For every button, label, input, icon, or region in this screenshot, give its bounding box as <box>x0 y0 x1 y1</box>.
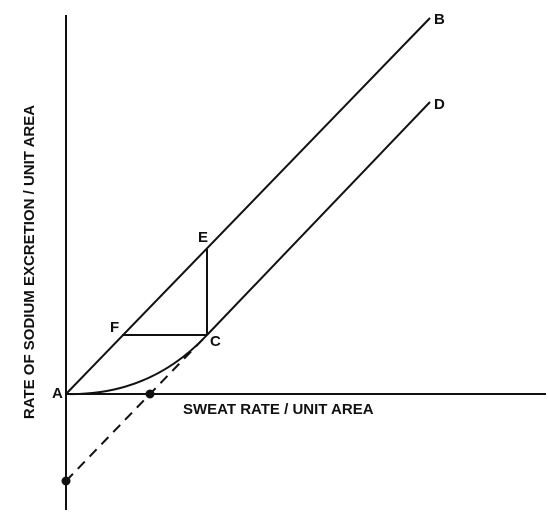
x-axis-label: SWEAT RATE / UNIT AREA <box>183 401 374 418</box>
y-axis-label: RATE OF SODIUM EXCRETION / UNIT AREA <box>21 105 38 419</box>
intercept-dot <box>145 389 155 399</box>
point-label: A <box>52 385 63 402</box>
line-ab <box>65 17 431 395</box>
point-label: B <box>434 11 445 28</box>
point-label: C <box>210 333 221 350</box>
intercept-dot <box>61 476 71 486</box>
point-label: F <box>110 319 119 336</box>
point-label: E <box>198 229 208 246</box>
line-cd <box>206 101 431 336</box>
curve-ac <box>65 334 208 396</box>
point-label: D <box>434 96 445 113</box>
